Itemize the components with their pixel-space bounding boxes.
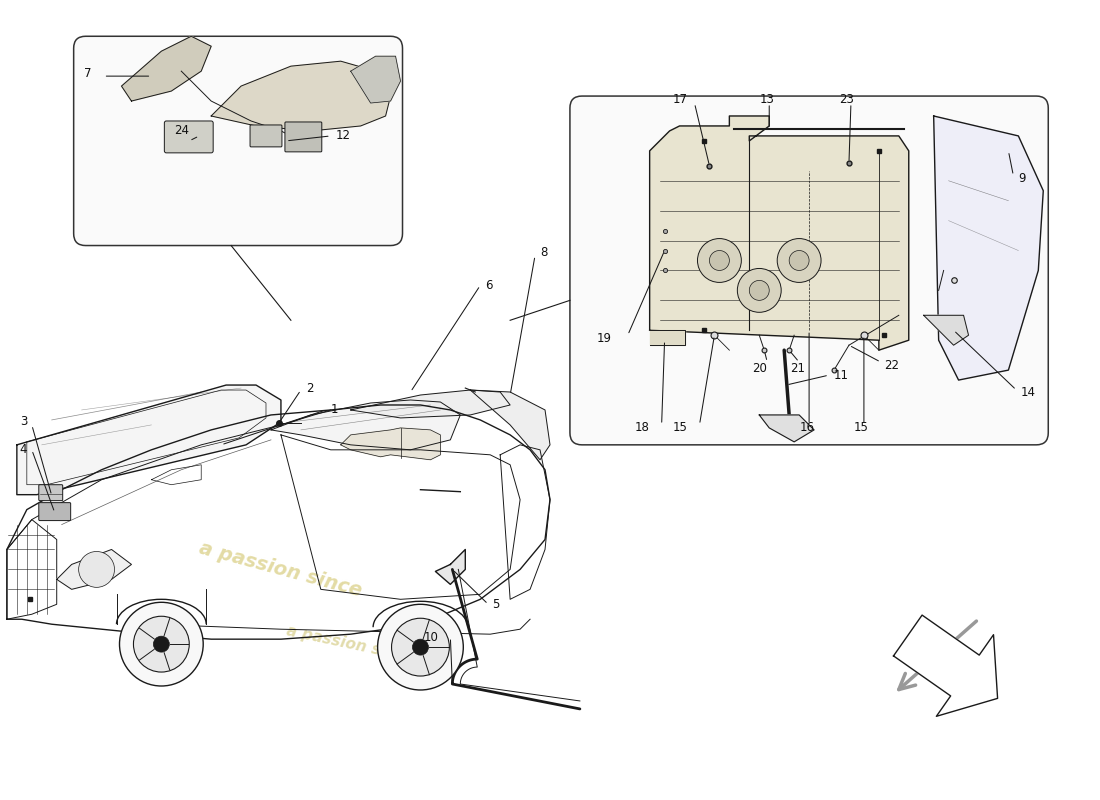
Circle shape <box>377 604 463 690</box>
Text: 24: 24 <box>174 125 189 138</box>
Polygon shape <box>351 390 510 418</box>
Polygon shape <box>351 56 400 103</box>
Circle shape <box>789 250 810 270</box>
Polygon shape <box>471 390 550 460</box>
FancyBboxPatch shape <box>250 125 282 147</box>
Text: 12: 12 <box>336 130 351 142</box>
Polygon shape <box>16 385 280 494</box>
Text: 11: 11 <box>834 369 849 382</box>
Polygon shape <box>271 400 460 450</box>
FancyBboxPatch shape <box>570 96 1048 445</box>
Text: 7: 7 <box>84 66 91 80</box>
Text: 1: 1 <box>331 403 339 417</box>
Text: 5: 5 <box>492 598 499 610</box>
Text: 21: 21 <box>790 362 804 374</box>
Polygon shape <box>893 615 998 716</box>
Text: 18: 18 <box>635 422 650 434</box>
FancyBboxPatch shape <box>164 121 213 153</box>
Text: 2: 2 <box>306 382 313 394</box>
Text: 10: 10 <box>424 630 439 644</box>
Circle shape <box>710 250 729 270</box>
Text: 19: 19 <box>597 332 612 345</box>
FancyBboxPatch shape <box>39 485 63 501</box>
Polygon shape <box>934 116 1043 380</box>
Polygon shape <box>211 61 390 131</box>
Polygon shape <box>121 36 211 101</box>
FancyArrowPatch shape <box>899 621 977 690</box>
Text: 20: 20 <box>751 362 767 374</box>
Text: 13: 13 <box>760 93 774 106</box>
Polygon shape <box>650 116 909 350</box>
Text: 16: 16 <box>800 422 815 434</box>
Polygon shape <box>650 330 684 345</box>
Polygon shape <box>759 415 814 442</box>
FancyBboxPatch shape <box>39 502 70 521</box>
Text: 9: 9 <box>1019 172 1026 186</box>
Text: 14: 14 <box>1021 386 1035 398</box>
Circle shape <box>737 269 781 312</box>
Text: 15: 15 <box>672 422 688 434</box>
Circle shape <box>697 238 741 282</box>
Circle shape <box>749 281 769 300</box>
Text: a passion since: a passion since <box>285 623 417 665</box>
Text: 6: 6 <box>485 279 493 292</box>
Text: 8: 8 <box>540 246 548 259</box>
Polygon shape <box>924 315 968 345</box>
Polygon shape <box>341 428 440 460</box>
Text: 23: 23 <box>839 93 855 106</box>
Polygon shape <box>436 550 465 584</box>
Circle shape <box>392 618 450 676</box>
Circle shape <box>778 238 821 282</box>
Text: a passion since: a passion since <box>198 538 364 600</box>
Circle shape <box>78 551 114 587</box>
Text: 3: 3 <box>20 415 28 429</box>
Circle shape <box>153 636 169 652</box>
Polygon shape <box>57 550 132 590</box>
FancyBboxPatch shape <box>285 122 322 152</box>
Text: 4: 4 <box>20 443 28 456</box>
Text: 22: 22 <box>883 358 899 372</box>
Circle shape <box>133 616 189 672</box>
Text: 17: 17 <box>672 93 688 106</box>
Text: 15: 15 <box>854 422 868 434</box>
Circle shape <box>120 602 204 686</box>
FancyBboxPatch shape <box>74 36 403 246</box>
Circle shape <box>412 639 428 655</box>
